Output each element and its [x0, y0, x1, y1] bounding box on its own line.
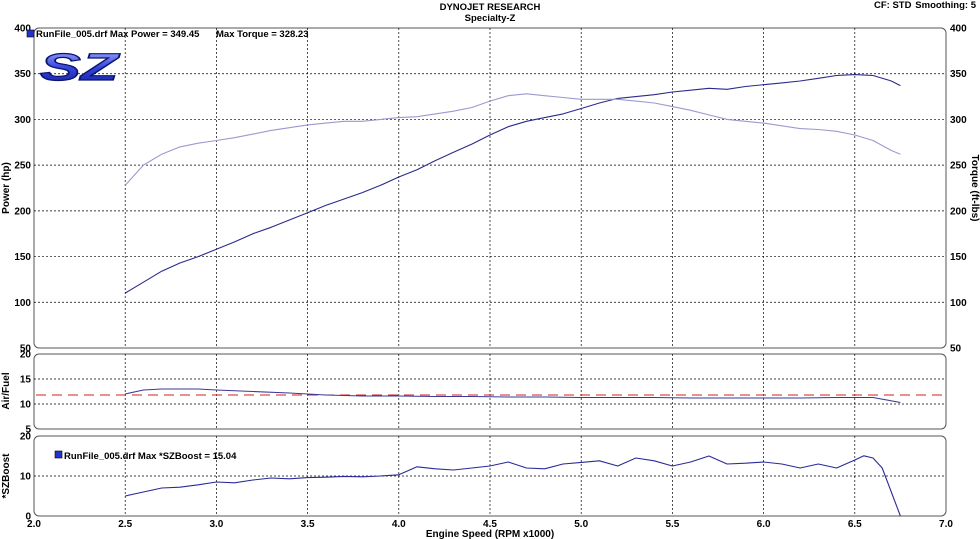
x-axis-label: Engine Speed (RPM x1000) [426, 529, 554, 539]
boost-ytick-label: 20 [20, 432, 32, 443]
power-torque-ytick-label: 250 [14, 161, 31, 172]
power-torque-y2tick-label: 150 [950, 252, 967, 263]
power-legend: RunFile_005.drf Max Power = 349.45 [36, 29, 200, 40]
correction-factor: CF: STD [874, 0, 912, 11]
air-fuel-ytick-label: 20 [20, 350, 32, 361]
power-series-line [124, 74, 901, 294]
chart-subtitle: Specialty-Z [465, 13, 516, 24]
air-fuel-ytick-label: 15 [20, 375, 32, 386]
boost-ytick-label: 0 [25, 512, 31, 523]
smoothing-level: Smoothing: 5 [915, 0, 976, 11]
torque-series-line [124, 93, 901, 186]
x-tick-label: 5.5 [665, 519, 679, 530]
series-layer [36, 74, 944, 517]
x-tick-label: 2.5 [118, 519, 132, 530]
air-fuel-ytick-label: 5 [25, 425, 31, 436]
boost-legend-marker [54, 450, 63, 459]
x-tick-label: 3.5 [301, 519, 315, 530]
sz-logo: SZ [39, 46, 121, 89]
power-torque-ytick-label: 350 [14, 69, 31, 80]
torque-legend: Max Torque = 328.23 [216, 29, 309, 40]
x-tick-label: 4.5 [483, 519, 497, 530]
power-torque-ytick-label: 200 [14, 206, 31, 217]
boost-axis-label: *SZBoost [1, 453, 12, 499]
airfuel-series-line [125, 388, 901, 404]
power-torque-ytick-label: 50 [20, 344, 32, 355]
x-tick-label: 2.0 [27, 519, 41, 530]
x-tick-label: 4.0 [392, 519, 406, 530]
x-tick-label: 5.0 [574, 519, 588, 530]
power-torque-y2tick-label: 200 [950, 206, 967, 217]
power-torque-y2tick-label: 400 [950, 24, 967, 35]
torque-axis-label: Torque (ft-lbs) [969, 154, 980, 221]
power-torque-ytick-label: 400 [14, 24, 31, 35]
chart-title: DYNOJET RESEARCH [440, 2, 541, 13]
power-torque-y2tick-label: 250 [950, 161, 967, 172]
power-legend-marker [26, 29, 35, 38]
x-tick-label: 7.0 [939, 519, 953, 530]
x-tick-label: 6.0 [757, 519, 771, 530]
air-fuel-axis-label: Air/Fuel [1, 372, 12, 409]
boost-legend: RunFile_005.drf Max *SZBoost = 15.04 [64, 451, 237, 462]
power-torque-ytick-label: 100 [14, 298, 31, 309]
power-axis-label: Power (hp) [1, 162, 12, 214]
power-torque-y2tick-label: 100 [950, 298, 967, 309]
power-torque-y2tick-label: 50 [950, 344, 962, 355]
logo-text: SZ [40, 47, 121, 89]
power-torque-ytick-label: 150 [14, 252, 31, 263]
boost-ytick-label: 10 [20, 472, 32, 483]
boost-series-line [125, 455, 901, 517]
grid-layer [34, 28, 946, 516]
power-torque-y2tick-label: 300 [950, 115, 967, 126]
x-tick-label: 3.0 [209, 519, 223, 530]
air-fuel-ytick-label: 10 [20, 400, 32, 411]
x-tick-label: 6.5 [848, 519, 862, 530]
power-torque-y2tick-label: 350 [950, 69, 967, 80]
power-torque-ytick-label: 300 [14, 115, 31, 126]
